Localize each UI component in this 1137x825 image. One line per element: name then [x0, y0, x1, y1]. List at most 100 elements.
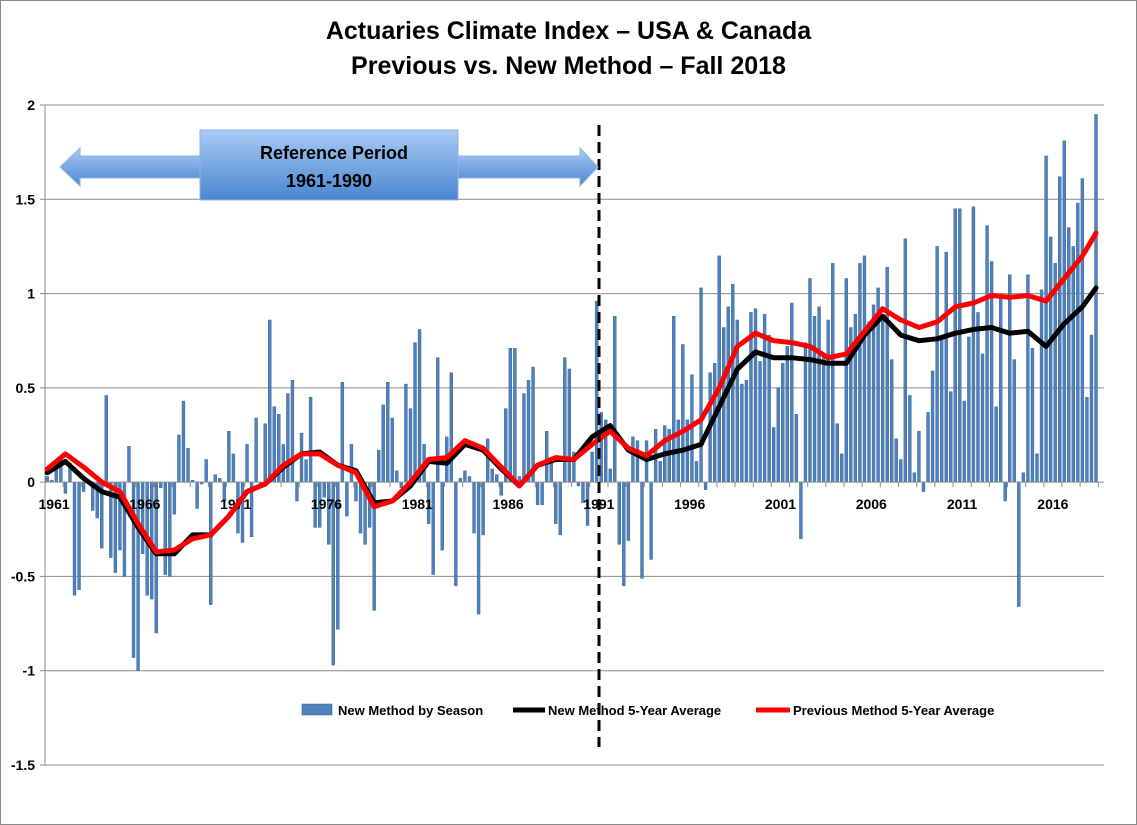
x-tick-label: 2006 [856, 496, 887, 512]
y-tick-label: 1 [27, 286, 35, 302]
season-bar [994, 406, 998, 483]
y-tick-label: 0.5 [16, 380, 36, 396]
season-bar [694, 461, 699, 483]
season-bar [740, 383, 744, 483]
season-bar [404, 383, 408, 483]
reference-period-years: 1961-1990 [286, 171, 372, 191]
season-bar [649, 481, 653, 560]
y-tick-label: 1.5 [16, 191, 36, 207]
season-bar [508, 348, 513, 483]
season-bar [104, 395, 108, 483]
legend-label: Previous Method 5-Year Average [793, 703, 994, 718]
season-bar [472, 481, 476, 534]
season-bar [77, 481, 81, 590]
season-bar [921, 481, 926, 492]
season-bar [290, 380, 295, 483]
season-bar [776, 387, 780, 483]
y-tick-label: -1 [23, 663, 36, 679]
season-bar [322, 481, 326, 498]
season-bar [962, 400, 967, 483]
x-tick-label: 1976 [311, 496, 342, 512]
season-bar [358, 481, 363, 534]
season-bar [467, 476, 472, 483]
season-bar [1067, 227, 1071, 483]
season-bar [531, 366, 535, 483]
season-bar [985, 225, 989, 483]
season-bar [958, 208, 962, 483]
season-bar [803, 342, 808, 483]
legend-swatch-bars [301, 703, 333, 716]
season-bar [935, 246, 939, 483]
season-bar [495, 474, 499, 483]
season-bar [626, 481, 631, 541]
season-bar [631, 436, 635, 483]
season-bar [980, 353, 985, 483]
season-bar [890, 359, 894, 483]
season-bar [245, 444, 249, 483]
reference-period-box [199, 129, 459, 201]
season-bar [526, 380, 531, 483]
x-tick-label: 1961 [39, 496, 70, 512]
y-tick-label: 2 [27, 97, 35, 113]
season-bar [345, 481, 349, 517]
season-bar [1044, 155, 1048, 483]
season-bar [1080, 178, 1085, 483]
season-bar [268, 319, 272, 483]
season-bar [976, 312, 980, 483]
season-bar [867, 321, 871, 483]
legend-label: New Method by Season [338, 703, 483, 718]
season-bar [545, 431, 549, 483]
season-bar [640, 481, 644, 579]
reference-period-label: Reference Period [260, 143, 408, 163]
x-tick-label: 1996 [674, 496, 705, 512]
season-bar [858, 263, 862, 483]
previous-method-average-line [44, 230, 1099, 555]
season-bar [1089, 334, 1094, 483]
season-bar [1076, 202, 1080, 483]
season-bar [458, 478, 463, 483]
season-bar [535, 481, 540, 505]
season-bar [949, 391, 953, 483]
season-bar [485, 438, 490, 483]
season-bar [386, 382, 390, 483]
season-bar [159, 481, 163, 488]
season-bar [413, 342, 417, 483]
season-bar [930, 370, 935, 483]
season-bar [522, 393, 526, 483]
season-bar [967, 336, 971, 483]
season-bar [227, 431, 231, 483]
season-bar [327, 481, 331, 545]
season-bar [513, 348, 517, 483]
season-bar [186, 448, 190, 483]
season-bar [590, 451, 594, 483]
season-bar [826, 319, 830, 483]
season-bar [699, 287, 703, 483]
season-bar [817, 306, 821, 483]
season-bar [1030, 348, 1035, 483]
season-bar [831, 263, 835, 483]
season-bar [744, 380, 749, 483]
chart-title: Actuaries Climate Index – USA & Canada [325, 17, 812, 45]
season-bar [608, 468, 612, 483]
season-bar [1048, 236, 1053, 483]
season-bar [209, 481, 213, 605]
season-bar [613, 316, 617, 483]
season-bar [758, 361, 762, 483]
season-bar [177, 434, 181, 483]
season-bar [844, 278, 848, 483]
x-tick-label: 2016 [1037, 496, 1068, 512]
season-bar [354, 481, 358, 502]
y-tick-label: -1.5 [11, 757, 35, 773]
season-bar [681, 344, 685, 483]
season-bar [1003, 481, 1007, 502]
season-bar [567, 368, 572, 483]
season-bar [563, 357, 567, 483]
season-bar [635, 440, 640, 483]
season-bar [840, 453, 844, 483]
season-bar [871, 304, 876, 483]
season-bar [1035, 453, 1039, 483]
season-bar [808, 278, 812, 483]
season-bar [781, 363, 785, 483]
season-bar [449, 372, 453, 483]
season-bar [558, 481, 562, 536]
